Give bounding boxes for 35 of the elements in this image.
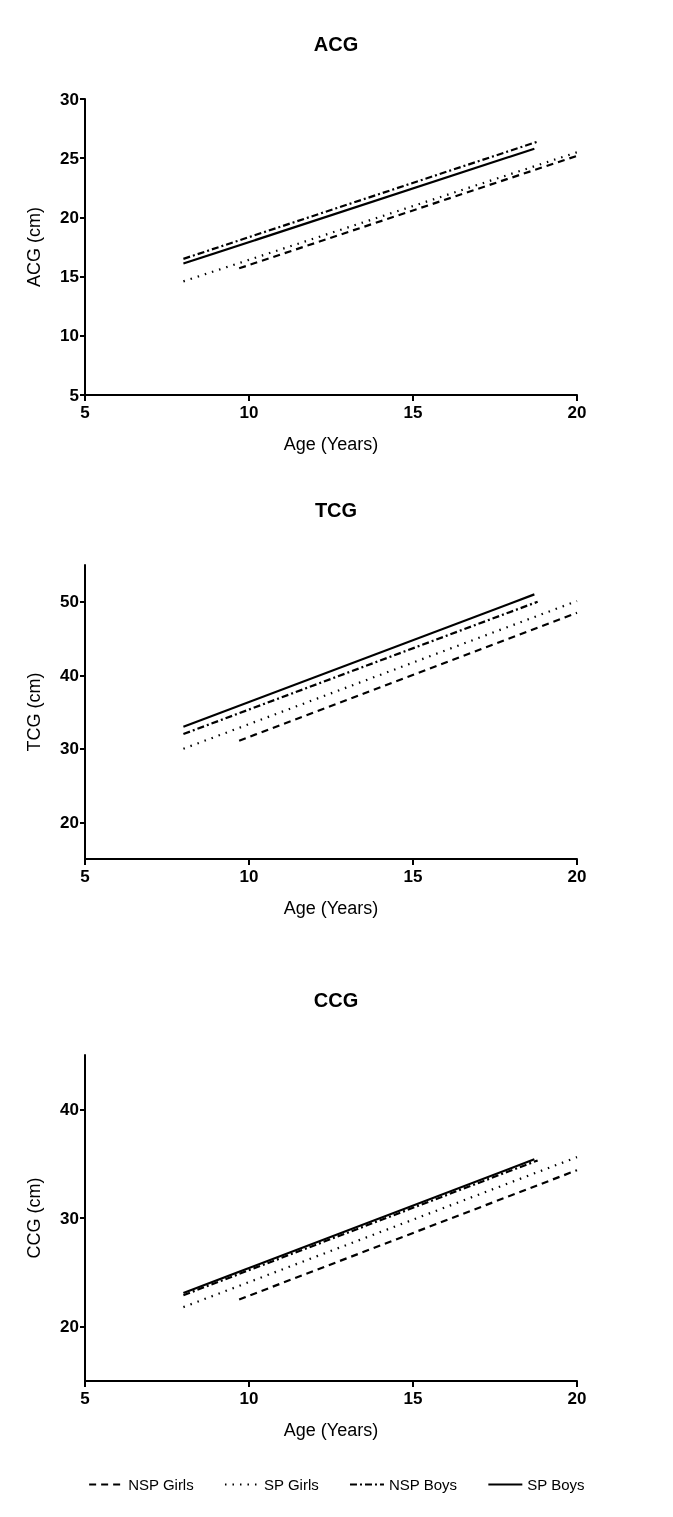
y-axis-title: CCG (cm): [24, 1177, 44, 1259]
chart-title: ACG: [313, 33, 359, 55]
x-tick-label: 20: [567, 403, 587, 422]
y-tick-label: 30: [60, 739, 79, 759]
y-tick-label: 40: [60, 665, 79, 685]
y-tick-label: 40: [60, 1099, 79, 1119]
y-tick-label: 20: [60, 812, 79, 832]
x-axis-title: Age (Years): [283, 898, 379, 918]
x-tick-label: 20: [567, 867, 587, 886]
legend-label: SP Girls: [263, 1476, 319, 1493]
y-tick-label: 20: [60, 1317, 79, 1337]
x-tick-label: 10: [239, 867, 259, 886]
x-tick-label: 15: [403, 867, 423, 886]
legend-label: SP Boys: [527, 1476, 585, 1493]
y-tick-label: 30: [60, 89, 79, 109]
y-axis-title: TCG (cm): [24, 672, 44, 752]
x-tick-label: 15: [403, 403, 423, 422]
x-tick-label: 20: [567, 1389, 587, 1408]
y-tick-label: 25: [60, 148, 79, 168]
x-tick-label: 15: [403, 1389, 423, 1408]
x-axis-title: Age (Years): [283, 1420, 379, 1440]
y-tick-label: 20: [60, 207, 79, 227]
y-tick-label: 15: [60, 267, 79, 287]
y-tick-label: 5: [69, 385, 79, 405]
x-tick-label: 10: [239, 1389, 259, 1408]
legend-label: NSP Girls: [128, 1476, 194, 1493]
chart-title: TCG: [314, 499, 358, 521]
y-tick-label: 30: [60, 1208, 79, 1228]
legend-label: NSP Boys: [388, 1476, 458, 1493]
x-axis-title: Age (Years): [283, 434, 379, 454]
chart-title: CCG: [313, 989, 359, 1011]
y-tick-label: 10: [60, 326, 79, 346]
y-axis-title: ACG (cm): [24, 207, 44, 287]
x-tick-label: 10: [239, 403, 259, 422]
y-tick-label: 50: [60, 592, 79, 612]
